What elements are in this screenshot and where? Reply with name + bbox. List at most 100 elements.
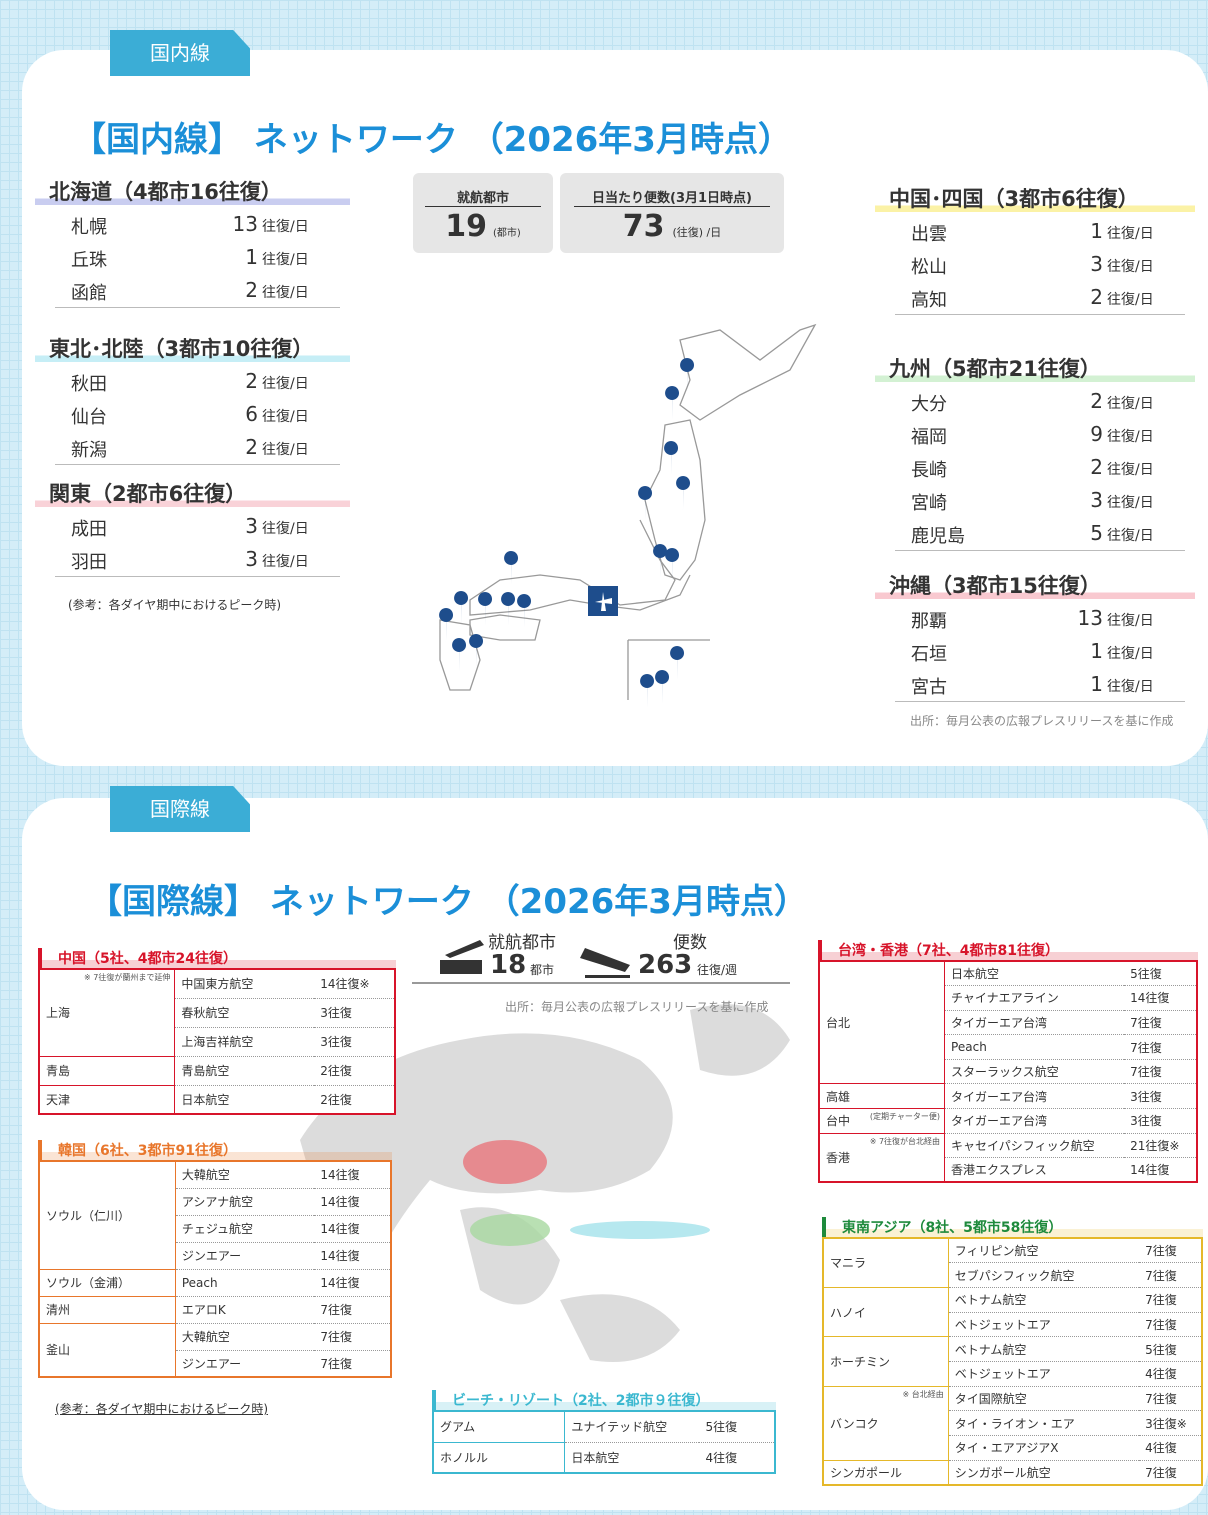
count: 2 bbox=[1090, 285, 1103, 309]
summary-label: 便数 bbox=[673, 933, 707, 953]
airline-table: 台北 日本航空 5往復 チャイナエアライン 14往復 タイガーエア台湾 7往復 Peach 7往… bbox=[818, 960, 1198, 1184]
count: 3往復 bbox=[314, 998, 395, 1028]
region-row: 大分 2 往復/日 bbox=[895, 385, 1185, 418]
count: 7往復 bbox=[314, 1296, 391, 1324]
region-row: 高知 2 往復/日 bbox=[895, 281, 1185, 314]
airline: セブパシフィック航空 bbox=[948, 1262, 1140, 1288]
city: 那覇 bbox=[911, 611, 947, 632]
count: 7往復 bbox=[1139, 1312, 1202, 1338]
unit: 往復/日 bbox=[1107, 259, 1154, 275]
table-row: 天津 日本航空 2往復 bbox=[39, 1085, 395, 1115]
airline: タイ・ライオン・エア bbox=[948, 1410, 1140, 1436]
airline: ジンエアー bbox=[175, 1350, 315, 1378]
summary-value: 18 bbox=[490, 950, 527, 980]
count: 3 bbox=[1090, 252, 1103, 276]
unit: (都市) bbox=[492, 228, 521, 239]
unit: 往復/日 bbox=[1107, 528, 1154, 544]
region-rows: 秋田 2 往復/日 仙台 6 往復/日 新潟 2 往復/日 bbox=[55, 365, 340, 465]
airline-table: ソウル（仁川） 大韓航空 14往復 アシアナ航空 14往復 チェジュ航空 14往復 ジンエアー… bbox=[38, 1160, 392, 1378]
count: 3 bbox=[1090, 488, 1103, 512]
city: 函館 bbox=[71, 283, 107, 304]
count: 5 bbox=[1090, 521, 1103, 545]
table-title: 台湾・香港（7社、4都市81往復） bbox=[818, 940, 1198, 960]
region-rows: 成田 3 往復/日 羽田 3 往復/日 bbox=[55, 510, 340, 577]
count: 9 bbox=[1090, 422, 1103, 446]
table-row: ソウル（仁川） 大韓航空 14往復 bbox=[39, 1161, 391, 1270]
region-rows: 札幌 13 往復/日 丘珠 1 往復/日函館 2 往復/日 bbox=[55, 208, 340, 308]
airline: ベトジェットエア bbox=[948, 1361, 1140, 1387]
airline: タイガーエア台湾 bbox=[944, 1108, 1125, 1134]
unit: 往復/日 bbox=[1107, 292, 1154, 308]
table-row: Peach 7往復 bbox=[819, 1034, 1197, 1060]
city-cell: ホノルル bbox=[433, 1442, 566, 1474]
table-row: 春秋航空 3往復 bbox=[39, 998, 395, 1028]
city: ソウル（仁川） bbox=[46, 1208, 131, 1223]
count: 2往復 bbox=[314, 1085, 395, 1115]
region-highlight bbox=[463, 1140, 547, 1184]
count: 14往復※ bbox=[314, 969, 395, 999]
city: 仙台 bbox=[71, 407, 107, 428]
city: 台北 bbox=[826, 1016, 851, 1031]
region-rows: 出雲 1 往復/日 松山 3 往復/日 高知 2 往復/日 bbox=[895, 215, 1185, 315]
count: 7往復 bbox=[1139, 1460, 1202, 1486]
city: ソウル（金浦） bbox=[46, 1276, 131, 1290]
airline: 大韓航空 bbox=[175, 1323, 315, 1351]
city: グアム bbox=[440, 1420, 476, 1435]
region-header: 九州（5都市21往復） bbox=[875, 355, 1195, 385]
airline: エアロK bbox=[175, 1296, 315, 1324]
count: 2 bbox=[1090, 455, 1103, 479]
region-row: 新潟 2 往復/日 bbox=[55, 431, 340, 464]
city-cell: ソウル（金浦） bbox=[39, 1269, 176, 1297]
region-row: 札幌 13 往復/日 bbox=[55, 208, 340, 241]
summary-value: 73 (往復) /日 bbox=[560, 209, 784, 244]
region-row: 丘珠 1 往復/日 bbox=[55, 241, 340, 274]
city: 成田 bbox=[71, 519, 107, 540]
count: 13 bbox=[1077, 606, 1103, 630]
airline-table: マニラ フィリピン航空 7往復 セブパシフィック航空 7往復 ハノイ ベトナム航空 7往復 ベト… bbox=[822, 1237, 1203, 1486]
count: 7往復 bbox=[1139, 1238, 1202, 1264]
count: 7往復 bbox=[1124, 1059, 1197, 1085]
summary-icons bbox=[440, 940, 630, 978]
summary-label: 就航都市 bbox=[488, 933, 556, 953]
summary-value: 263 bbox=[638, 950, 693, 980]
city: 台中 bbox=[826, 1114, 851, 1129]
unit: 往復/日 bbox=[262, 252, 309, 268]
region-row: 石垣 1 往復/日 bbox=[895, 635, 1185, 668]
city: ホーチミン bbox=[830, 1354, 891, 1369]
city-cell: 台北 bbox=[819, 961, 946, 1085]
table-row: アシアナ航空 14往復 bbox=[39, 1188, 391, 1216]
unit: 往復/日 bbox=[1107, 462, 1154, 478]
unit: 往復/日 bbox=[262, 521, 309, 537]
table-row: チャイナエアライン 14往復 bbox=[819, 985, 1197, 1011]
source: 出所：毎月公表の広報プレスリリースを基に作成 bbox=[505, 1000, 769, 1014]
unit: 往復/日 bbox=[262, 376, 309, 392]
airline: スターラックス航空 bbox=[944, 1059, 1125, 1085]
city: 上海 bbox=[46, 1006, 71, 1021]
count: 1 bbox=[245, 245, 258, 269]
count: 2 bbox=[245, 278, 258, 302]
airline: タイガーエア台湾 bbox=[944, 1010, 1125, 1036]
count: 7往復 bbox=[1124, 1034, 1197, 1060]
airline: 大韓航空 bbox=[175, 1161, 315, 1189]
table-row: 上海吉祥航空 3往復 bbox=[39, 1027, 395, 1057]
table-row: 香港 ※ 7往復が台北経由 キャセイパシフィック航空 21往復※ bbox=[819, 1133, 1197, 1183]
count: 3往復※ bbox=[1139, 1410, 1202, 1436]
airport-pins bbox=[439, 358, 695, 708]
city-note: ※ 7往復が蘭州まで延伸 bbox=[84, 973, 171, 982]
city: 高知 bbox=[911, 290, 947, 311]
city-cell: 釜山 bbox=[39, 1323, 176, 1378]
city: 清州 bbox=[46, 1303, 71, 1317]
unit: 往復/日 bbox=[1107, 429, 1154, 445]
region-row: 福岡 9 往復/日 bbox=[895, 418, 1185, 451]
count: 14往復 bbox=[314, 1269, 391, 1297]
number: 73 bbox=[622, 209, 665, 244]
airline: Peach bbox=[175, 1269, 315, 1297]
table-row: ジンエアー 7往復 bbox=[39, 1350, 391, 1378]
region-header: 関東（2都市6往復） bbox=[35, 480, 350, 510]
note: (参考：各ダイヤ期中におけるピーク時) bbox=[55, 1402, 269, 1416]
summary-label: 日当たり便数(3月1日時点) bbox=[574, 187, 770, 207]
count: 3往復 bbox=[314, 1027, 395, 1057]
count: 3往復 bbox=[1124, 1083, 1197, 1110]
airline: ユナイテッド航空 bbox=[564, 1411, 700, 1443]
